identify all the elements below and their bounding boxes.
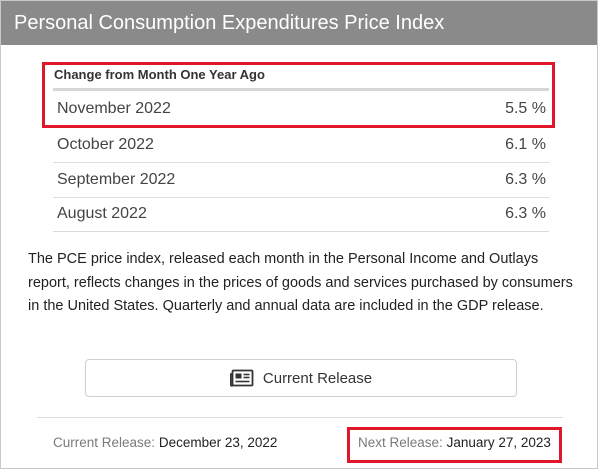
footer-divider: [37, 417, 563, 418]
current-release-date: December 23, 2022: [158, 435, 278, 450]
row-period: August 2022: [57, 205, 147, 222]
table-row: November 2022 5.5 %: [57, 92, 546, 126]
row-divider: [53, 197, 549, 198]
row-period: September 2022: [57, 171, 176, 188]
row-period: November 2022: [57, 100, 171, 117]
description-text: The PCE price index, released each month…: [28, 251, 573, 314]
row-divider: [53, 162, 549, 163]
current-release-button[interactable]: Current Release: [85, 359, 517, 397]
newspaper-icon: [229, 369, 254, 387]
current-release-label: Current Release: [262, 369, 373, 387]
highlight-box-latest: [42, 62, 555, 128]
row-value: 6.3 %: [505, 171, 546, 188]
table-row: August 2022 6.3 %: [57, 197, 546, 231]
row-period: October 2022: [57, 136, 154, 153]
widget-header: Personal Consumption Expenditures Price …: [1, 1, 597, 45]
table-row: September 2022 6.3 %: [57, 163, 546, 197]
table-title: Change from Month One Year Ago: [54, 67, 265, 82]
highlight-box-next-release: [347, 427, 562, 463]
table-title-rule: [53, 88, 549, 91]
widget-title: Personal Consumption Expenditures Price …: [14, 12, 445, 34]
next-release-date: January 27, 2023: [446, 435, 551, 450]
row-value: 5.5 %: [505, 100, 546, 117]
row-divider: [53, 231, 549, 232]
current-release-info: Current Release: December 23, 2022: [53, 435, 277, 450]
table-row: October 2022 6.1 %: [57, 128, 546, 162]
current-release-info-label: Current Release:: [53, 435, 156, 450]
next-release-info-label: Next Release:: [358, 435, 443, 450]
row-value: 6.1 %: [505, 136, 546, 153]
row-value: 6.3 %: [505, 205, 546, 222]
next-release-info: Next Release: January 27, 2023: [358, 435, 551, 450]
